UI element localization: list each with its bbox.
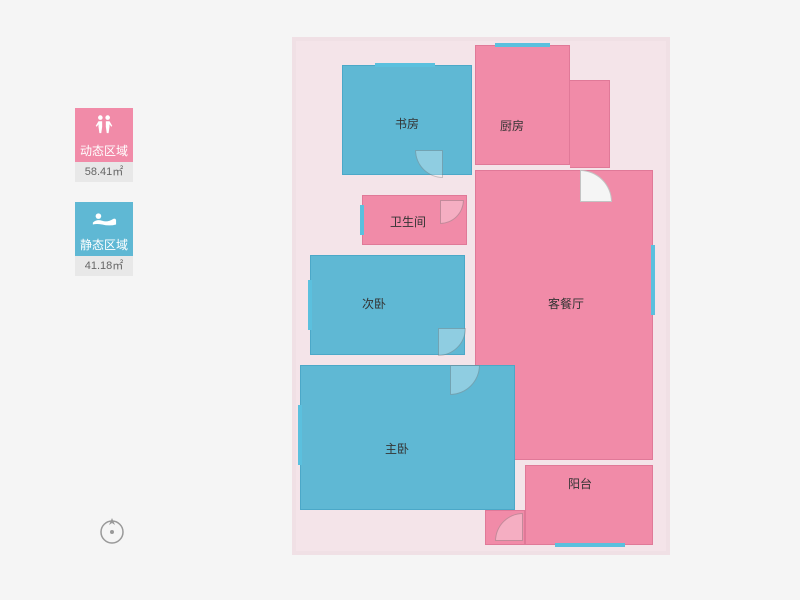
legend-dynamic-label: 动态区域 (75, 140, 133, 162)
legend-static-icon (75, 202, 133, 234)
room-kitchen (475, 45, 570, 165)
window-balcony (555, 543, 625, 547)
window-kitchen-top (495, 43, 550, 47)
label-balcony: 阳台 (568, 475, 592, 492)
window-bathroom (360, 205, 364, 235)
label-study: 书房 (395, 115, 419, 132)
label-kitchen: 厨房 (500, 117, 524, 134)
legend-panel: 动态区域 58.41㎡ 静态区域 41.18㎡ (75, 108, 133, 296)
legend-static: 静态区域 41.18㎡ (75, 202, 133, 276)
label-living: 客餐厅 (548, 295, 584, 312)
legend-dynamic-value: 58.41㎡ (75, 162, 133, 182)
label-master-bed: 主卧 (385, 440, 409, 457)
legend-static-label: 静态区域 (75, 234, 133, 256)
label-bathroom: 卫生间 (390, 213, 426, 230)
floorplan: 书房 厨房 卫生间 次卧 客餐厅 主卧 阳台 (300, 45, 720, 565)
window-second-bed (308, 280, 312, 330)
legend-dynamic-icon (75, 108, 133, 140)
legend-dynamic: 动态区域 58.41㎡ (75, 108, 133, 182)
corridor-top (570, 80, 610, 168)
window-master-bed (298, 405, 302, 465)
window-living-right (651, 245, 655, 315)
compass-icon (97, 515, 127, 545)
legend-static-value: 41.18㎡ (75, 256, 133, 276)
label-second-bed: 次卧 (362, 295, 386, 312)
window-study-top (375, 63, 435, 67)
room-master-bed (300, 365, 515, 510)
